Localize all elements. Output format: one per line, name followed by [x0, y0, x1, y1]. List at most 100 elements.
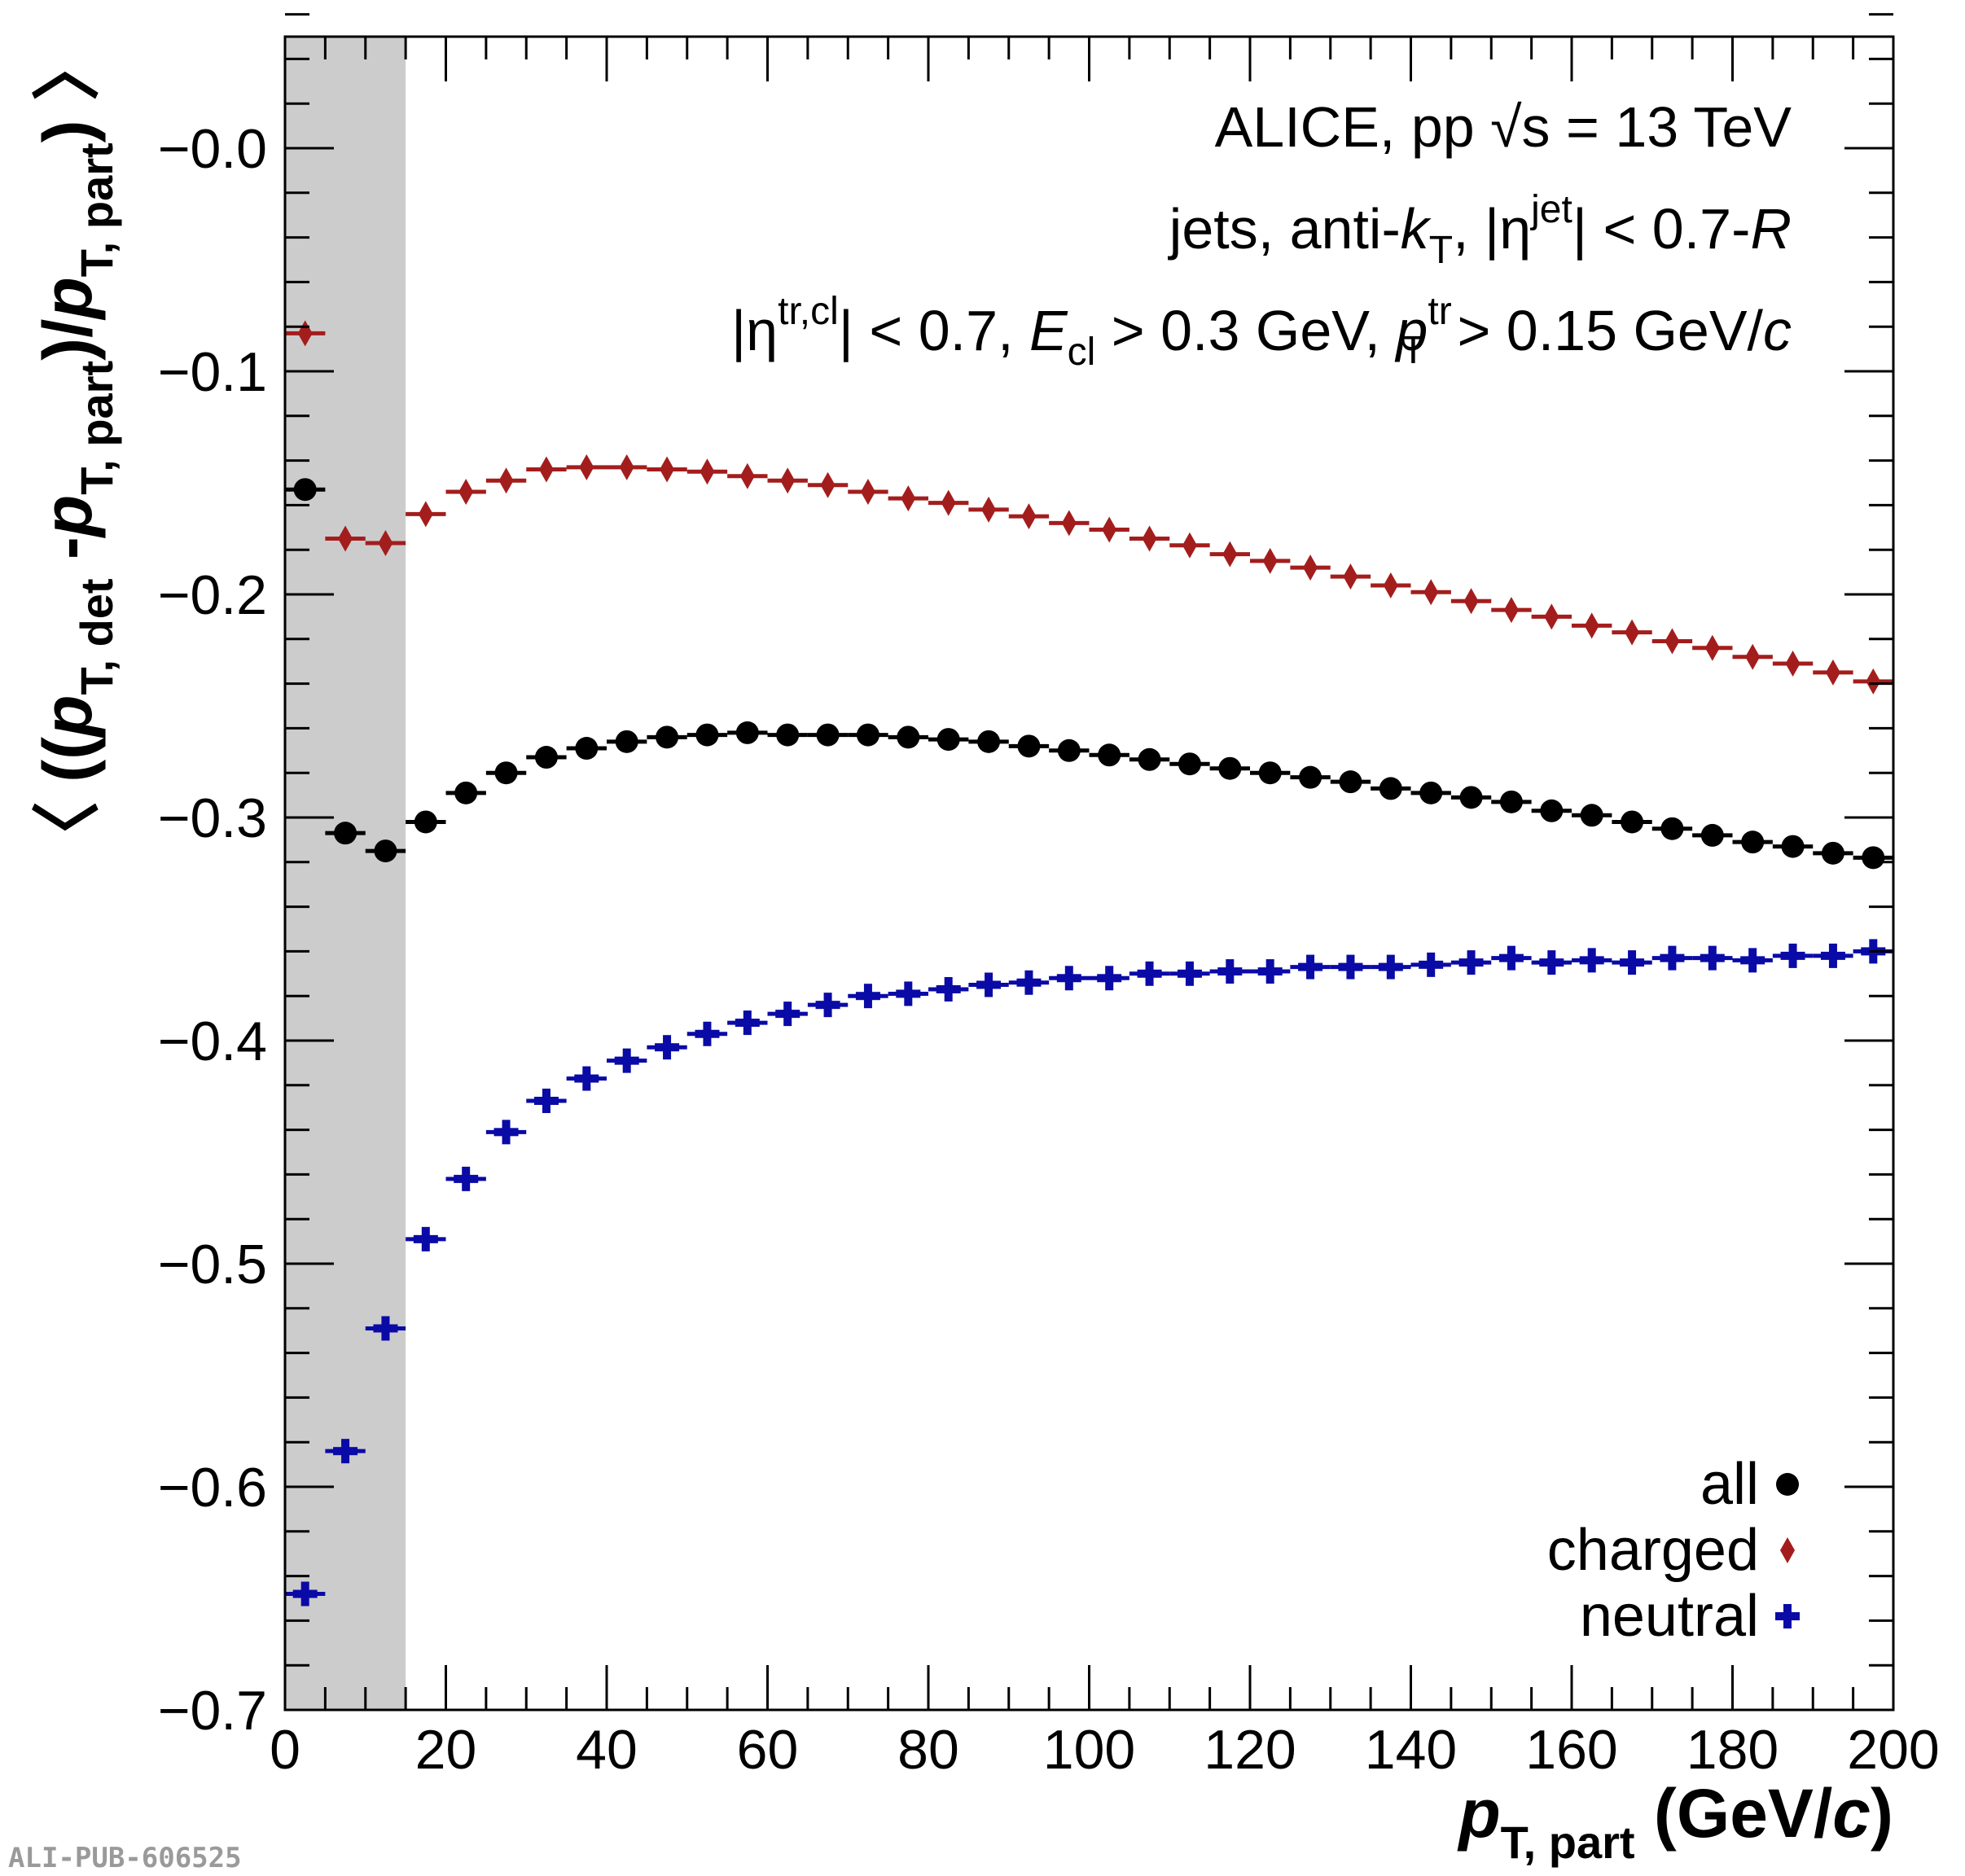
data-point-charged — [1222, 541, 1238, 568]
data-point-all — [1540, 799, 1564, 822]
data-point-all — [1258, 761, 1282, 785]
cross-bar-v — [1024, 970, 1033, 995]
data-point-neutral — [574, 1066, 599, 1091]
cross-bar-v — [582, 1066, 591, 1091]
data-point-neutral — [1579, 948, 1604, 973]
cross-bar-v — [1668, 945, 1677, 971]
data-point-neutral — [896, 981, 921, 1006]
data-point-charged — [1343, 563, 1358, 590]
data-point-all — [1339, 770, 1362, 794]
axis-ticks — [283, 13, 1895, 1712]
series-all — [285, 478, 1893, 870]
cross-bar-v — [1226, 959, 1235, 984]
data-point-charged — [1825, 659, 1840, 686]
data-point-charged — [538, 456, 554, 483]
data-point-charged — [660, 456, 675, 483]
data-point-all — [1741, 831, 1765, 854]
data-point-all — [776, 723, 800, 747]
data-point-neutral — [976, 972, 1002, 997]
cross-bar-v — [1064, 966, 1073, 991]
data-point-charged — [901, 485, 916, 512]
cross-bar-v — [1507, 945, 1515, 971]
data-point-all — [735, 721, 759, 744]
data-point-charged — [1142, 525, 1157, 552]
cross-bar-v — [300, 1581, 309, 1606]
cross-bar-v — [944, 976, 953, 1002]
data-point-all — [1621, 810, 1644, 834]
data-point-neutral — [1780, 943, 1805, 968]
cross-bar-v — [341, 1439, 350, 1464]
cross-bar-v — [783, 1002, 792, 1027]
y-tick-label: −0.4 — [158, 1010, 267, 1072]
data-point-charged — [739, 462, 755, 489]
data-point-neutral — [1298, 954, 1323, 980]
cross-bar-v — [1708, 945, 1717, 971]
data-point-charged — [941, 489, 956, 516]
cross-bar-v — [421, 1226, 430, 1251]
data-point-neutral — [1700, 945, 1725, 971]
data-point-neutral — [695, 1021, 720, 1046]
cross-bar-v — [1265, 959, 1274, 984]
cross-bar-v — [622, 1048, 631, 1073]
data-point-neutral — [533, 1088, 559, 1113]
data-point-neutral — [1056, 966, 1081, 991]
data-point-charged — [498, 467, 514, 494]
data-point-all — [293, 478, 317, 502]
data-point-neutral — [775, 1002, 800, 1027]
cross-bar-v — [823, 993, 832, 1018]
data-point-neutral — [815, 993, 840, 1018]
legend-label-neutral: neutral — [1580, 1584, 1759, 1649]
y-tick-label: −0.3 — [158, 787, 267, 849]
data-point-all — [1499, 790, 1523, 813]
data-point-all — [1017, 734, 1041, 758]
data-point-all — [575, 737, 599, 760]
data-point-all — [816, 723, 840, 747]
data-point-all — [656, 725, 679, 749]
data-point-neutral — [655, 1035, 680, 1060]
data-point-all — [1218, 756, 1242, 780]
data-point-all — [615, 730, 638, 753]
cross-bar-v — [1587, 948, 1596, 973]
x-tick-label: 80 — [897, 1719, 959, 1781]
data-point-neutral — [1660, 945, 1685, 971]
cross-bar-v — [1748, 948, 1757, 973]
data-point-charged — [1182, 532, 1197, 559]
x-tick-label: 140 — [1365, 1719, 1457, 1781]
data-point-all — [856, 723, 879, 747]
x-tick-label: 120 — [1204, 1719, 1296, 1781]
cross-bar-v — [1145, 961, 1154, 986]
data-point-neutral — [735, 1010, 760, 1036]
data-point-neutral — [1740, 948, 1765, 973]
data-point-all — [414, 810, 437, 834]
data-point-charged — [378, 529, 393, 556]
cross-bar-v — [542, 1088, 550, 1113]
series-neutral — [285, 939, 1893, 1606]
data-point-all — [494, 761, 518, 785]
data-point-charged — [338, 525, 353, 552]
cross-bar-v — [1105, 966, 1114, 991]
data-point-charged — [981, 496, 997, 523]
data-point-all — [1419, 781, 1443, 804]
x-tick-label: 200 — [1847, 1719, 1939, 1781]
data-point-neutral — [493, 1120, 519, 1145]
data-point-charged — [1745, 643, 1761, 670]
legend: all charged neutral — [1547, 1452, 1800, 1649]
series-charged — [285, 320, 1893, 695]
data-point-charged — [1544, 603, 1559, 630]
data-point-charged — [1463, 588, 1479, 615]
data-point-all — [897, 725, 920, 749]
x-tick-label: 100 — [1043, 1719, 1135, 1781]
x-tick-label: 180 — [1686, 1719, 1779, 1781]
data-point-charged — [1021, 503, 1037, 530]
cross-bar-v — [381, 1316, 390, 1341]
y-tick-label: −0.2 — [158, 564, 267, 626]
legend-label-charged: charged — [1547, 1518, 1759, 1583]
data-point-charged — [1061, 510, 1077, 537]
data-point-neutral — [1458, 950, 1484, 975]
cross-bar-v — [1346, 954, 1355, 980]
cross-bar-v — [1788, 943, 1797, 968]
x-tick-label: 20 — [415, 1719, 477, 1781]
cross-bar-v — [1427, 952, 1436, 977]
data-point-charged — [700, 458, 715, 485]
data-point-charged — [458, 478, 474, 505]
